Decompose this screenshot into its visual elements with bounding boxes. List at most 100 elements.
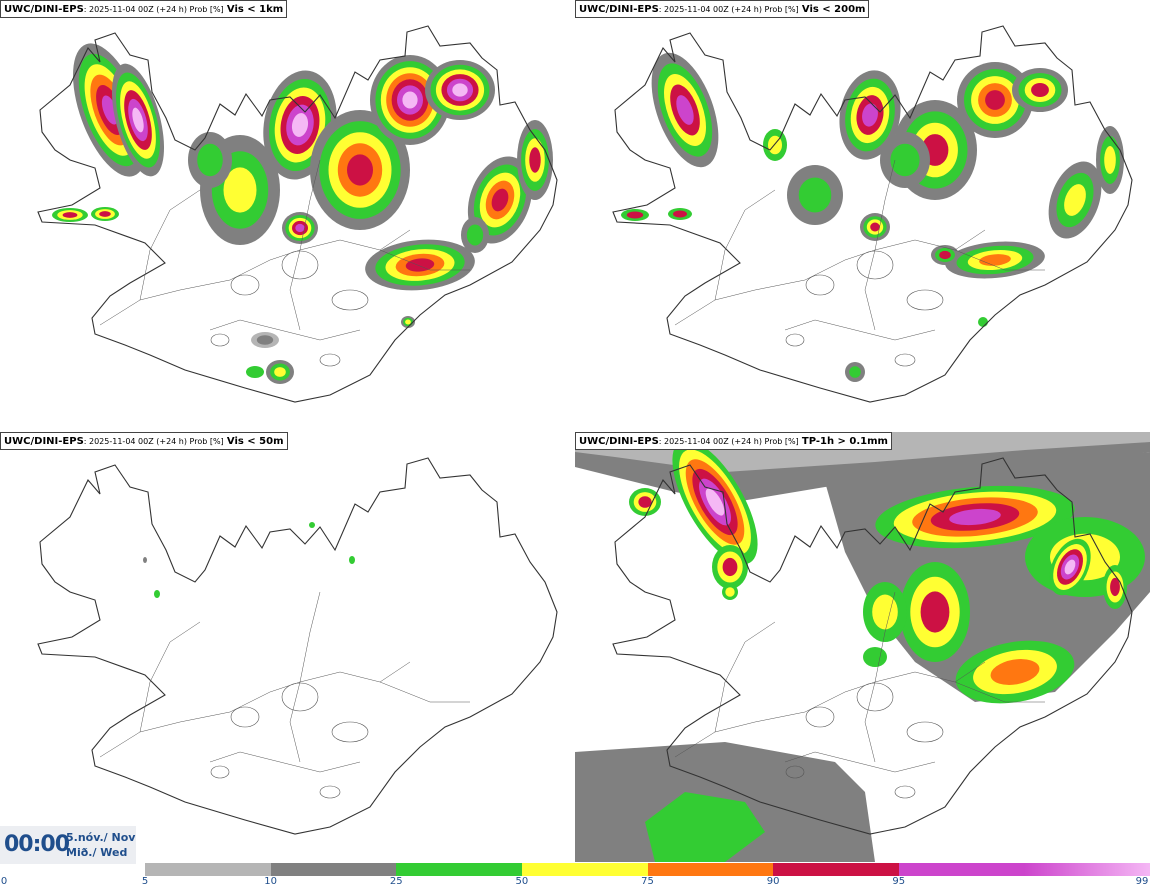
glacier-outline xyxy=(906,289,944,311)
contour-band-p25 xyxy=(645,792,765,862)
probability-contour xyxy=(349,556,355,564)
map-canvas xyxy=(612,25,1133,403)
contour-band-p99 xyxy=(402,91,418,109)
contour-band-p10 xyxy=(143,557,147,563)
contour-band-p99 xyxy=(291,113,309,137)
contour-band-p25 xyxy=(798,177,832,213)
probability-contour xyxy=(517,120,553,200)
probability-contour xyxy=(863,647,887,667)
panel-title: UWC/DINI-EPS: 2025-11-04 00Z (+24 h) Pro… xyxy=(575,0,870,18)
contour-band-p90 xyxy=(626,211,644,219)
contour-band-p25 xyxy=(466,224,484,246)
probability-contour xyxy=(52,208,88,222)
run-info: : 2025-11-04 00Z (+24 h) Prob [%] xyxy=(658,437,799,446)
contour-band-p25 xyxy=(154,590,160,598)
map-canvas xyxy=(37,457,558,835)
probability-contour xyxy=(629,488,661,516)
glacier-outline xyxy=(906,721,944,743)
colorbar-tick-label: 99 xyxy=(1135,876,1149,887)
glacier-outline xyxy=(894,353,916,367)
internal-boundaries xyxy=(674,591,1045,773)
glacier-outline xyxy=(331,289,369,311)
valid-date-line1: 5.nóv./ Nov xyxy=(66,831,136,844)
probability-contour xyxy=(309,522,315,528)
colorbar-tick-label: 10 xyxy=(264,876,277,887)
map-panel-vis-1km: UWC/DINI-EPS: 2025-11-04 00Z (+24 h) Pro… xyxy=(0,0,575,430)
contour-band-p90 xyxy=(985,90,1005,110)
contour-band-p99 xyxy=(705,488,725,516)
probability-colorbar: 0 5 10 25 50 75 90 95 99 xyxy=(0,862,1150,891)
probability-contour xyxy=(668,208,692,220)
glacier-outline xyxy=(856,250,894,280)
model-name: UWC/DINI-EPS xyxy=(4,4,84,15)
contour-band-p95 xyxy=(295,223,305,233)
contour-band-p25 xyxy=(246,366,264,378)
probability-field xyxy=(621,52,1124,382)
probability-contour xyxy=(461,217,489,253)
contour-band-p75 xyxy=(990,659,1040,685)
colorbar-segment xyxy=(647,863,774,876)
contour-band-p25 xyxy=(349,556,355,564)
probability-contour xyxy=(1048,161,1102,239)
contour-band-p10 xyxy=(256,335,274,345)
colorbar-tick-label: 25 xyxy=(389,876,403,887)
probability-contour xyxy=(1049,538,1091,596)
probability-contour xyxy=(978,317,988,327)
model-name: UWC/DINI-EPS xyxy=(4,436,84,447)
probability-contour xyxy=(111,63,165,177)
map-canvas xyxy=(575,432,1150,862)
internal-boundaries xyxy=(674,159,1045,341)
contour-band-p90 xyxy=(673,210,687,218)
probability-contour xyxy=(945,241,1045,279)
glacier-outline xyxy=(331,721,369,743)
contour-band-p99 xyxy=(1064,559,1076,575)
colorbar-tick-label: 50 xyxy=(515,876,529,887)
glacier-outline xyxy=(894,785,916,799)
internal-boundaries xyxy=(99,159,470,341)
contour-band-p95 xyxy=(862,103,878,127)
contour-band-p90 xyxy=(870,222,880,232)
probability-contour xyxy=(931,245,959,265)
probability-contour xyxy=(365,239,475,291)
contour-band-p50 xyxy=(872,594,898,630)
glacier-outline xyxy=(785,765,805,779)
iceland-coastline xyxy=(37,25,558,403)
glacier-outline xyxy=(281,250,319,280)
probability-contour xyxy=(763,129,787,161)
probability-contour xyxy=(188,132,232,188)
probability-contour xyxy=(1103,565,1127,609)
colorbar-segment xyxy=(396,863,523,876)
contour-band-p99 xyxy=(132,107,144,133)
glacier-outline xyxy=(230,706,260,728)
colorbar-segment xyxy=(1024,863,1150,876)
colorbar-segment xyxy=(898,863,1025,876)
probability-contour xyxy=(143,557,147,563)
probability-contour xyxy=(860,213,890,241)
contour-band-p90 xyxy=(1031,83,1049,97)
colorbar-tick-label: 5 xyxy=(141,876,149,887)
run-info: : 2025-11-04 00Z (+24 h) Prob [%] xyxy=(83,5,224,14)
glacier-outline xyxy=(805,274,835,296)
colorbar-segment xyxy=(773,863,900,876)
glacier-outline xyxy=(210,333,230,347)
probability-contour xyxy=(875,485,1075,549)
panel-title: UWC/DINI-EPS: 2025-11-04 00Z (+24 h) Pro… xyxy=(0,0,288,18)
contour-band-p90 xyxy=(529,147,541,173)
probability-contour xyxy=(880,132,930,188)
contour-band-p95 xyxy=(676,95,694,125)
probability-field xyxy=(143,522,355,598)
model-name: UWC/DINI-EPS xyxy=(579,436,659,447)
probability-field xyxy=(575,432,1150,862)
contour-band-p50 xyxy=(725,587,735,597)
probability-contour xyxy=(839,70,901,160)
contour-band-p95 xyxy=(101,95,119,125)
contour-band-p90 xyxy=(920,591,950,633)
internal-boundaries xyxy=(99,591,470,773)
glacier-outline xyxy=(230,274,260,296)
colorbar-tick-label: 0 xyxy=(0,876,8,887)
probability-contour xyxy=(900,562,970,662)
probability-contour xyxy=(401,316,415,328)
contour-band-p90 xyxy=(722,557,738,577)
contour-band-p99 xyxy=(452,83,468,97)
run-info: : 2025-11-04 00Z (+24 h) Prob [%] xyxy=(658,5,799,14)
